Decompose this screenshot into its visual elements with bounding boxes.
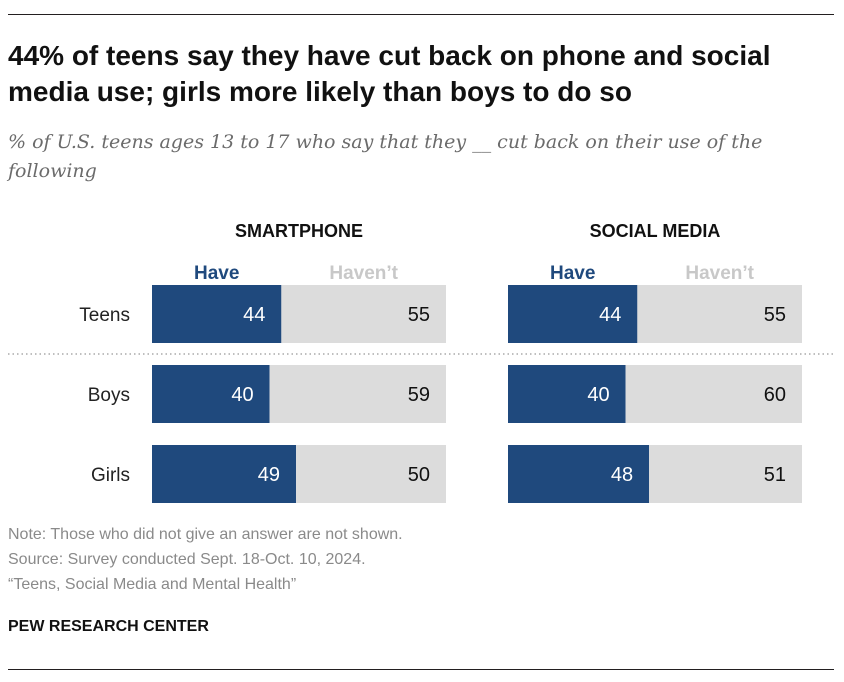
value-label-have-smartphone-teens: 44: [243, 304, 265, 326]
chart-title: 44% of teens say they have cut back on p…: [8, 40, 771, 107]
bar-havent-social-media-boys: [625, 365, 802, 423]
category-label-boys: Boys: [88, 385, 130, 406]
value-label-havent-social-media-teens: 55: [764, 304, 786, 326]
bar-have-smartphone-girls: [152, 445, 297, 503]
bar-have-smartphone-teens: [152, 285, 282, 343]
category-label-girls: Girls: [91, 465, 130, 486]
series-label-havent-social-media: Haven’t: [685, 263, 754, 284]
category-label-teens: Teens: [79, 305, 130, 326]
series-label-havent-smartphone: Haven’t: [329, 263, 398, 284]
bar-havent-social-media-girls: [649, 445, 802, 503]
value-label-havent-smartphone-girls: 50: [408, 464, 430, 486]
brand-logo-text: PEW RESEARCH CENTER: [8, 618, 209, 635]
value-label-havent-smartphone-teens: 55: [408, 304, 430, 326]
value-label-have-smartphone-boys: 40: [231, 384, 253, 406]
bar-have-smartphone-boys: [152, 365, 270, 423]
series-label-have-smartphone: Have: [194, 263, 239, 284]
value-label-havent-social-media-girls: 51: [764, 464, 786, 486]
top-rule: [8, 14, 834, 15]
value-label-havent-smartphone-boys: 59: [408, 384, 430, 406]
bar-havent-social-media-teens: [637, 285, 802, 343]
report-title: “Teens, Social Media and Mental Health”: [8, 576, 297, 593]
note-text: Note: Those who did not give an answer a…: [8, 526, 403, 543]
value-label-have-social-media-teens: 44: [599, 304, 621, 326]
series-label-have-social-media: Have: [550, 263, 595, 284]
bottom-rule: [8, 669, 834, 670]
value-label-have-social-media-girls: 48: [611, 464, 633, 486]
panel-title-social-media: SOCIAL MEDIA: [590, 221, 721, 241]
value-label-havent-social-media-boys: 60: [764, 384, 786, 406]
stacked-bar-chart: Teens Boys Girls SMARTPHONE Have Haven’t 44 55 4…: [8, 221, 834, 503]
chart-subtitle: % of U.S. teens ages 13 to 17 who say th…: [8, 131, 763, 182]
value-label-have-social-media-boys: 40: [587, 384, 609, 406]
value-label-have-smartphone-girls: 49: [258, 464, 280, 486]
bar-have-social-media-boys: [508, 365, 626, 423]
bar-have-social-media-girls: [508, 445, 650, 503]
chart-notes: Note: Those who did not give an answer a…: [8, 522, 403, 597]
panel-title-smartphone: SMARTPHONE: [235, 221, 363, 241]
bar-have-social-media-teens: [508, 285, 638, 343]
bar-havent-smartphone-girls: [296, 445, 446, 503]
bar-havent-smartphone-boys: [269, 365, 446, 423]
source-text: Source: Survey conducted Sept. 18-Oct. 1…: [8, 551, 366, 568]
bar-havent-smartphone-teens: [281, 285, 446, 343]
